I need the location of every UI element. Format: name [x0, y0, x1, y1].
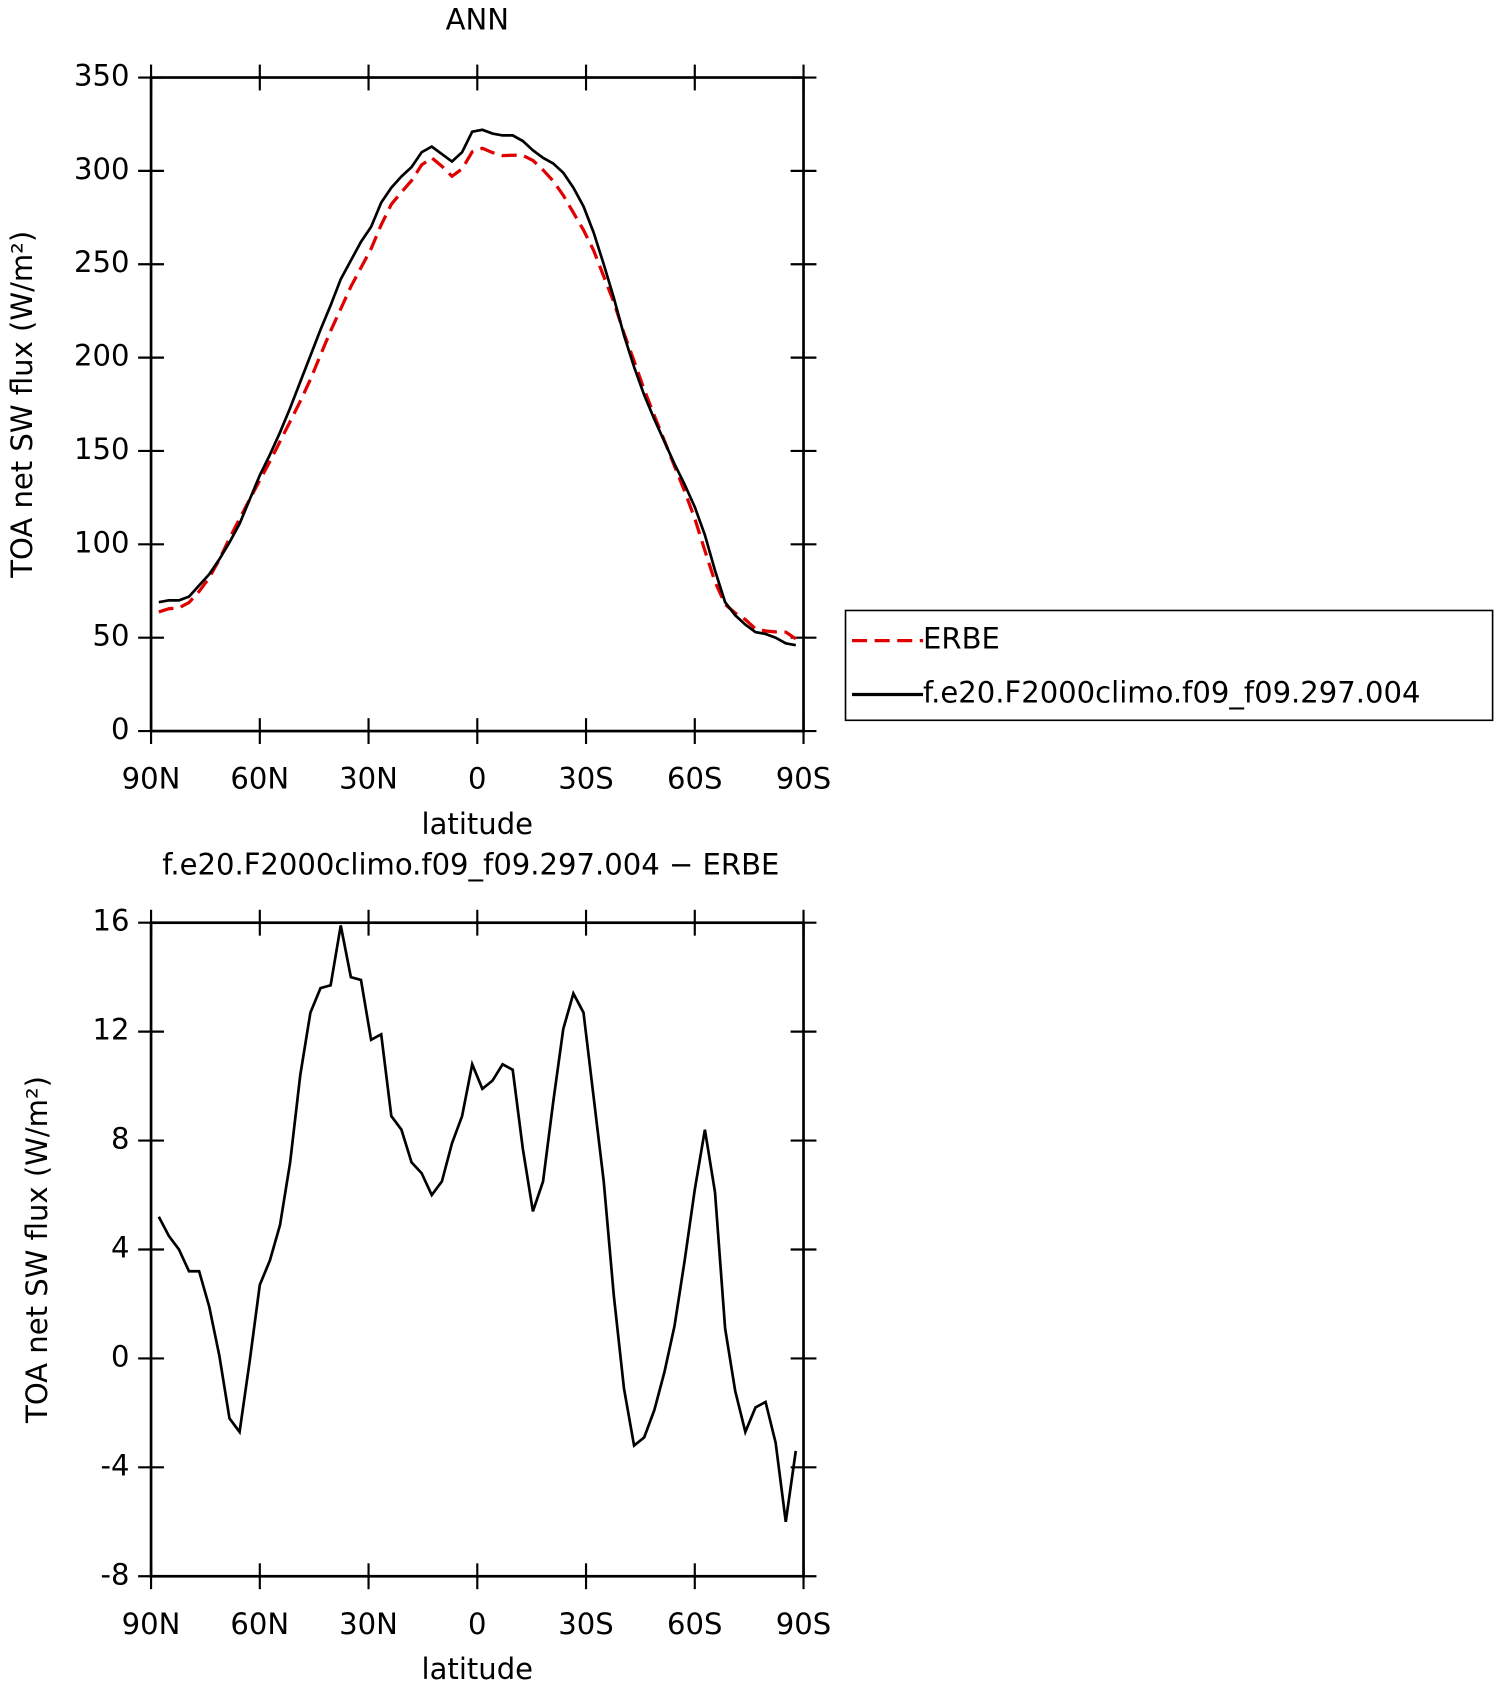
y-tick-label: 4 [111, 1230, 130, 1264]
y-tick-label: 350 [74, 59, 129, 93]
x-tick-label: 60N [230, 762, 289, 796]
x-tick-label: 30S [558, 1607, 613, 1641]
legend-label: f.e20.F2000climo.f09_f09.297.004 [923, 675, 1420, 709]
x-tick-label: 90S [776, 1607, 831, 1641]
y-tick-label: 300 [74, 152, 129, 186]
y-tick-label: -4 [101, 1448, 130, 1482]
plot-frame [149, 921, 805, 1578]
y-tick-label: 8 [111, 1122, 130, 1156]
x-tick-label: 90S [776, 762, 831, 796]
plot-frame [149, 76, 805, 733]
y-tick-label: 200 [74, 339, 129, 373]
x-tick-label: 0 [468, 762, 487, 796]
y-axis-label: TOA net SW flux (W/m²) [20, 1076, 54, 1424]
y-tick-label: 150 [74, 432, 129, 466]
y-tick-label: 0 [111, 1339, 130, 1373]
y-axis-label: TOA net SW flux (W/m²) [5, 231, 39, 579]
x-tick-label: 90N [122, 1607, 181, 1641]
data-line [157, 925, 798, 1522]
chart-title: ANN [446, 3, 509, 37]
x-tick-label: 30N [339, 1607, 398, 1641]
x-tick-label: 30N [339, 762, 398, 796]
x-tick-label: 60N [230, 1607, 289, 1641]
y-tick-label: 16 [93, 904, 130, 938]
legend-box [844, 609, 1494, 722]
x-tick-label: 90N [122, 762, 181, 796]
x-tick-label: 60S [667, 762, 722, 796]
x-tick-label: 60S [667, 1607, 722, 1641]
x-axis-label: latitude [422, 807, 534, 841]
data-line [158, 146, 797, 641]
x-tick-label: 30S [558, 762, 613, 796]
y-tick-label: 0 [111, 712, 130, 746]
y-tick-label: 100 [74, 525, 129, 559]
x-tick-label: 0 [468, 1607, 487, 1641]
legend-label: ERBE [923, 622, 1000, 656]
y-tick-label: 50 [93, 619, 130, 653]
data-line [158, 128, 797, 647]
chart-title: f.e20.F2000climo.f09_f09.297.004 − ERBE [162, 848, 779, 882]
y-tick-label: -8 [101, 1557, 130, 1591]
x-axis-label: latitude [422, 1652, 534, 1686]
y-tick-label: 250 [74, 245, 129, 279]
y-tick-label: 12 [93, 1013, 130, 1047]
